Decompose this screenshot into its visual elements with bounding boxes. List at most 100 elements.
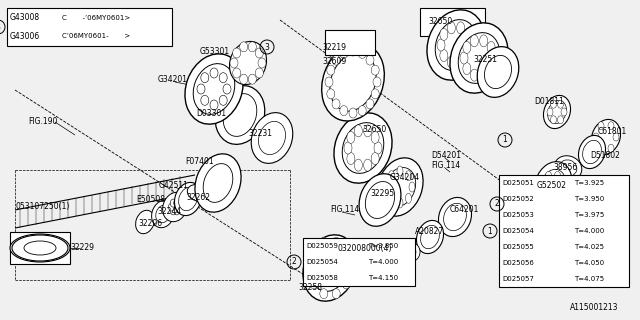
Text: T=4.000: T=4.000	[368, 259, 398, 265]
Text: FIG.114: FIG.114	[431, 161, 460, 170]
Text: 032008000(4): 032008000(4)	[338, 244, 392, 252]
Ellipse shape	[598, 122, 604, 130]
Ellipse shape	[490, 52, 498, 64]
Ellipse shape	[364, 125, 372, 137]
Ellipse shape	[547, 108, 553, 116]
Ellipse shape	[330, 53, 376, 111]
Text: C61801: C61801	[598, 127, 627, 137]
Text: A115001213: A115001213	[570, 302, 618, 311]
Text: T=3.925: T=3.925	[574, 180, 604, 186]
Text: 38956: 38956	[553, 164, 577, 172]
Ellipse shape	[550, 100, 557, 108]
Text: 32262: 32262	[186, 194, 210, 203]
Ellipse shape	[223, 84, 231, 94]
Ellipse shape	[136, 210, 154, 234]
Ellipse shape	[152, 200, 174, 228]
Ellipse shape	[175, 182, 202, 216]
Ellipse shape	[447, 56, 456, 68]
Text: T=4.025: T=4.025	[574, 244, 604, 250]
Ellipse shape	[233, 48, 241, 58]
Ellipse shape	[377, 158, 423, 216]
Ellipse shape	[388, 171, 394, 181]
Ellipse shape	[420, 225, 440, 249]
Ellipse shape	[349, 46, 357, 56]
Ellipse shape	[463, 63, 471, 75]
Text: D025057: D025057	[502, 276, 534, 282]
Text: D51802: D51802	[590, 150, 620, 159]
Text: C’06MY0601-       >: C’06MY0601- >	[62, 34, 131, 39]
Ellipse shape	[355, 159, 362, 171]
Ellipse shape	[557, 100, 563, 108]
Text: G34204: G34204	[390, 173, 420, 182]
Ellipse shape	[173, 199, 180, 207]
Bar	[499, 175, 629, 287]
Ellipse shape	[404, 246, 416, 258]
Ellipse shape	[248, 74, 257, 84]
Ellipse shape	[310, 279, 318, 289]
Text: FIG.114: FIG.114	[330, 205, 359, 214]
Text: 053107250(1): 053107250(1)	[16, 203, 70, 212]
Ellipse shape	[175, 203, 182, 211]
Ellipse shape	[340, 48, 348, 58]
Ellipse shape	[598, 144, 604, 152]
Text: D01811: D01811	[534, 98, 564, 107]
Ellipse shape	[470, 69, 478, 81]
Ellipse shape	[554, 156, 582, 180]
Bar	[303, 238, 415, 286]
Ellipse shape	[366, 55, 374, 65]
Ellipse shape	[440, 28, 448, 40]
Ellipse shape	[233, 68, 241, 78]
Ellipse shape	[406, 193, 412, 203]
Ellipse shape	[239, 42, 248, 52]
Ellipse shape	[582, 140, 602, 164]
Ellipse shape	[543, 95, 570, 129]
Ellipse shape	[210, 100, 218, 110]
Ellipse shape	[193, 64, 235, 114]
Ellipse shape	[195, 154, 241, 212]
Ellipse shape	[334, 113, 392, 183]
Ellipse shape	[559, 160, 577, 176]
Ellipse shape	[470, 35, 478, 47]
Text: 32650: 32650	[428, 18, 452, 27]
Ellipse shape	[303, 235, 357, 301]
Ellipse shape	[371, 65, 379, 75]
Ellipse shape	[358, 106, 366, 116]
Ellipse shape	[201, 73, 209, 83]
Ellipse shape	[203, 164, 233, 202]
Ellipse shape	[438, 197, 472, 236]
Ellipse shape	[258, 58, 266, 68]
Text: D025051: D025051	[502, 180, 534, 186]
Ellipse shape	[325, 77, 333, 87]
Ellipse shape	[310, 247, 318, 257]
Ellipse shape	[534, 162, 572, 208]
Ellipse shape	[215, 86, 265, 144]
Text: A20827: A20827	[415, 228, 444, 236]
Ellipse shape	[388, 193, 394, 203]
Ellipse shape	[185, 54, 243, 124]
Ellipse shape	[409, 182, 415, 192]
Ellipse shape	[447, 22, 456, 34]
Text: G53301: G53301	[200, 47, 230, 57]
Text: C64201: C64201	[450, 205, 479, 214]
Ellipse shape	[163, 192, 188, 222]
Text: 32650: 32650	[362, 125, 387, 134]
Ellipse shape	[346, 263, 354, 273]
Ellipse shape	[259, 121, 285, 155]
Text: FIG.190: FIG.190	[28, 116, 58, 125]
Ellipse shape	[559, 181, 565, 189]
Ellipse shape	[170, 199, 176, 207]
Text: 32296: 32296	[138, 219, 162, 228]
Ellipse shape	[230, 41, 266, 84]
Ellipse shape	[219, 73, 227, 83]
Ellipse shape	[349, 108, 357, 118]
Ellipse shape	[593, 133, 599, 141]
Text: 1: 1	[502, 135, 508, 145]
Ellipse shape	[479, 35, 488, 47]
Ellipse shape	[252, 113, 292, 164]
Ellipse shape	[364, 159, 372, 171]
Ellipse shape	[311, 244, 349, 292]
Text: 2: 2	[495, 199, 499, 209]
Ellipse shape	[464, 28, 472, 40]
Ellipse shape	[327, 89, 335, 99]
Ellipse shape	[608, 122, 614, 130]
